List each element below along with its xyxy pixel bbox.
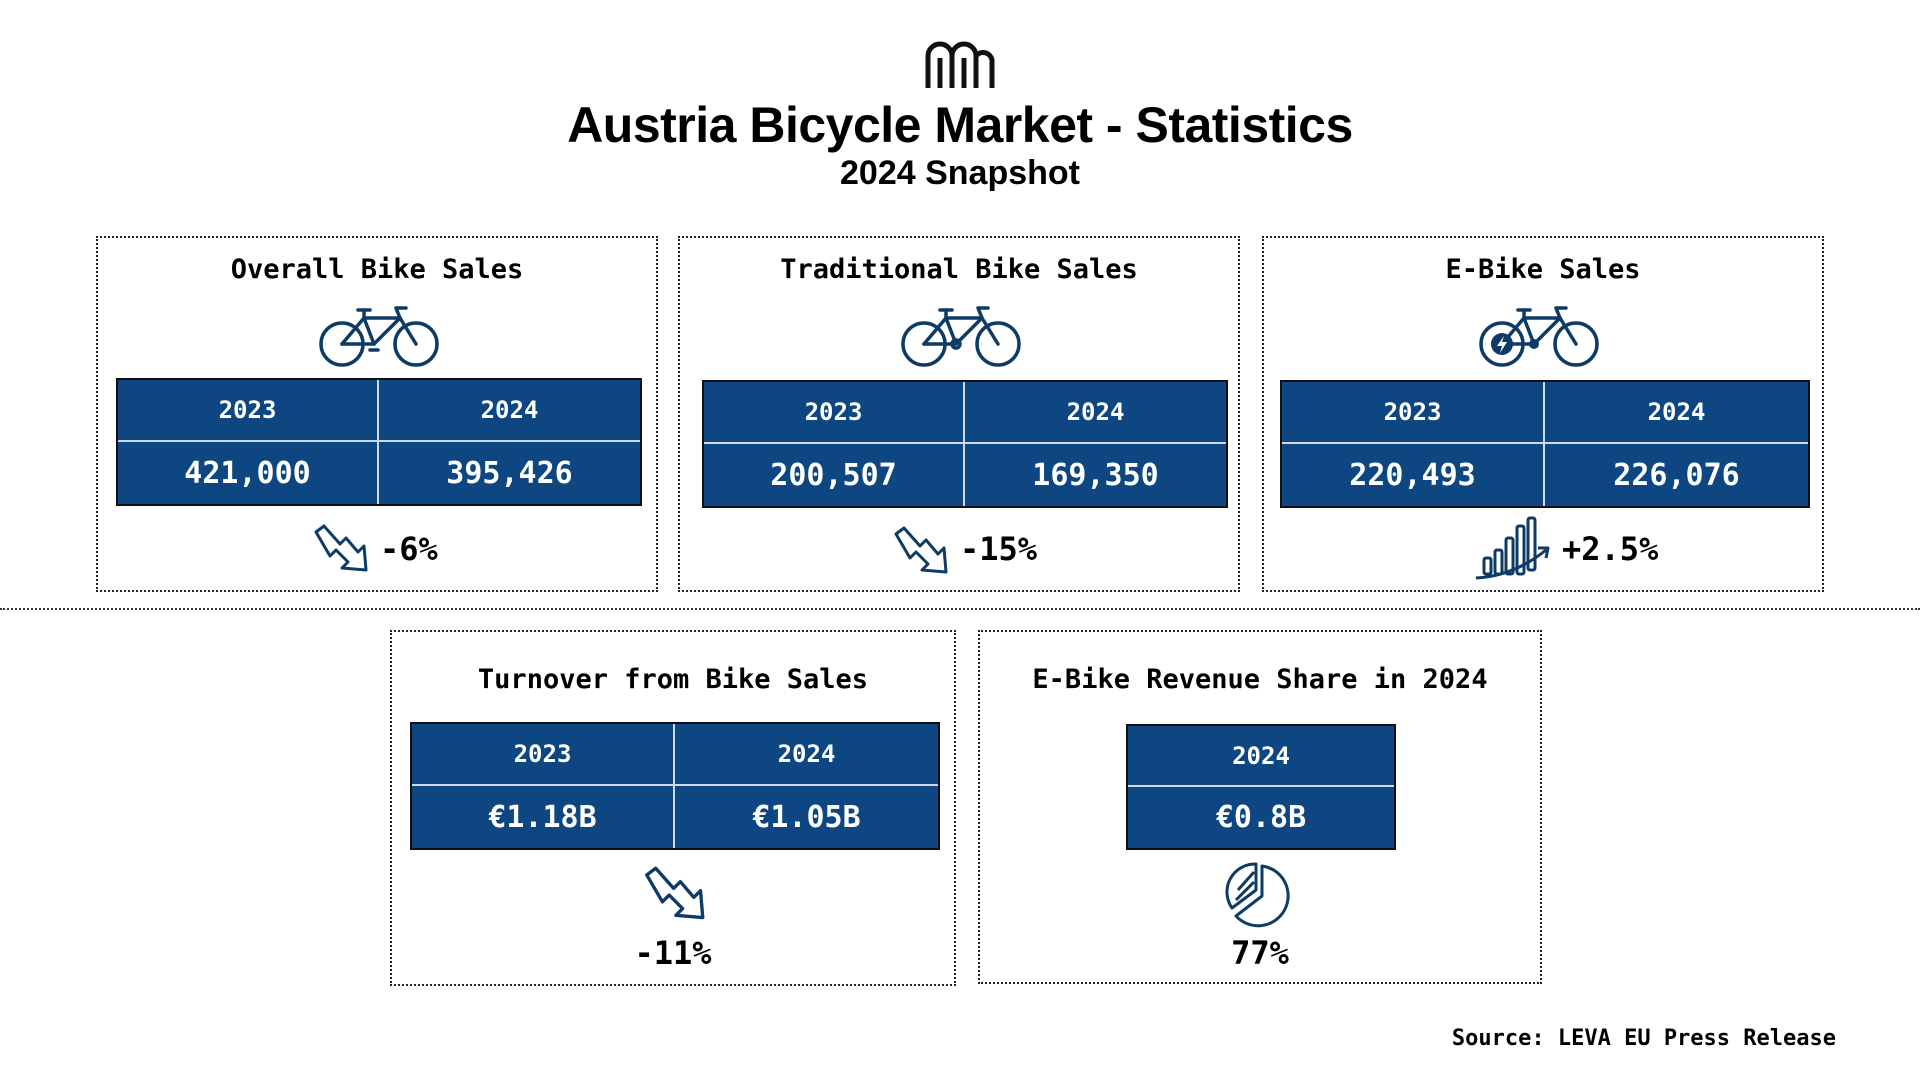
value-cell: 395,426 — [446, 455, 573, 491]
bicycle-icon — [901, 306, 1021, 367]
card-overall-bike-sales: Overall Bike Sales 2023 2024 421,000 395… — [96, 236, 658, 592]
card-title: E-Bike Revenue Share in 2024 — [1032, 664, 1488, 695]
growth-chart-icon — [1475, 516, 1550, 580]
value-cell: €1.05B — [752, 799, 861, 835]
change-value: +2.5% — [1562, 530, 1659, 568]
value-cell: 226,076 — [1613, 457, 1740, 493]
card-title: Overall Bike Sales — [230, 254, 524, 285]
year-header: 2024 — [1545, 382, 1808, 444]
value-cell: €1.18B — [412, 786, 675, 848]
stats-table: 2023 2024 €1.18B €1.05B — [410, 722, 940, 850]
stats-table: 2023 2024 220,493 226,076 — [1280, 380, 1810, 508]
stats-table: 2023 2024 200,507 169,350 — [702, 380, 1228, 508]
stats-table: 2023 2024 421,000 395,426 — [116, 378, 642, 506]
trend-down-icon — [645, 866, 705, 920]
value-cell: 421,000 — [118, 442, 379, 504]
year-header: 2024 — [675, 724, 938, 786]
card-title: E-Bike Sales — [1445, 254, 1641, 285]
year-header: 2023 — [704, 382, 965, 444]
trend-down-icon — [314, 524, 368, 572]
year-header: 2024 — [1128, 726, 1394, 787]
value-cell: 200,507 — [704, 444, 965, 506]
change-value: -6% — [380, 530, 438, 568]
value-cell: 220,493 — [1282, 444, 1545, 506]
card-e-bike-sales: E-Bike Sales 2023 2024 220,493 226,076 +… — [1262, 236, 1824, 592]
pie-chart-icon — [1225, 862, 1290, 928]
page-subtitle: 2024 Snapshot — [840, 154, 1080, 192]
change-value: -15% — [960, 530, 1038, 568]
stats-table: 2024 €0.8B — [1126, 724, 1396, 850]
e-bike-icon — [1479, 306, 1599, 367]
card-title: Turnover from Bike Sales — [477, 664, 869, 695]
year-header: 2023 — [1282, 382, 1545, 444]
trend-down-icon — [894, 526, 948, 574]
value-cell: 169,350 — [1032, 457, 1159, 493]
section-divider — [0, 608, 1920, 610]
page-title: Austria Bicycle Market - Statistics — [567, 97, 1353, 153]
year-header: 2024 — [965, 382, 1226, 444]
mm-logo-icon — [925, 41, 995, 88]
share-value: 77% — [1231, 934, 1289, 972]
card-e-bike-revenue-share: E-Bike Revenue Share in 2024 2024 €0.8B … — [978, 630, 1542, 984]
source-note: Source: LEVA EU Press Release — [1451, 1026, 1836, 1051]
year-header: 2024 — [379, 380, 640, 442]
year-header: 2023 — [412, 724, 675, 786]
year-header: 2023 — [118, 380, 379, 442]
card-turnover: Turnover from Bike Sales 2023 2024 €1.18… — [390, 630, 956, 986]
value-cell: €0.8B — [1215, 800, 1307, 835]
card-title: Traditional Bike Sales — [780, 254, 1138, 285]
change-value: -11% — [634, 934, 712, 972]
card-traditional-bike-sales: Traditional Bike Sales 2023 2024 200,507… — [678, 236, 1240, 592]
bicycle-icon — [319, 306, 439, 367]
